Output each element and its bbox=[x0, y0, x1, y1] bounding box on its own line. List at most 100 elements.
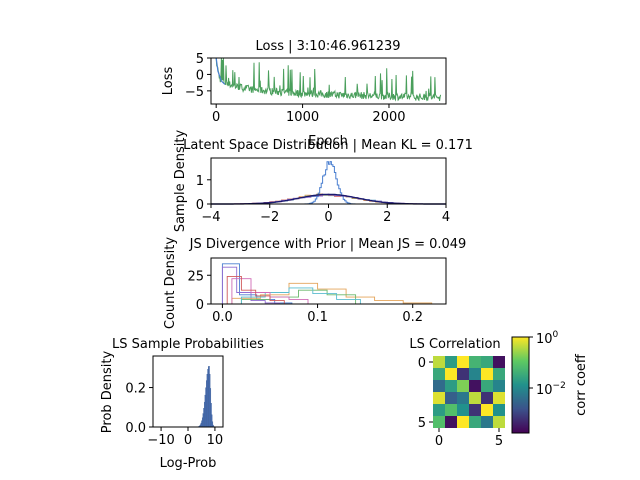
logprob-xtick-label: −10 bbox=[147, 433, 174, 448]
heatmap-cell bbox=[433, 380, 445, 392]
heatmap-cell bbox=[493, 380, 505, 392]
logprob-title: LS Sample Probabilities bbox=[112, 337, 264, 352]
heatmap-cell bbox=[493, 368, 505, 380]
heatmap-cell bbox=[469, 368, 481, 380]
heatmap-cell bbox=[493, 356, 505, 368]
js-histogram bbox=[221, 266, 280, 304]
heatmap-cell bbox=[481, 380, 493, 392]
latent-plot-area bbox=[211, 161, 446, 205]
heatmap-cell bbox=[445, 380, 457, 392]
js-panel: 0.0 0.1 0.2 0 25 JS Divergence with Prior | … bbox=[163, 237, 466, 329]
logprob-xtick-label: 10 bbox=[207, 433, 224, 448]
loss-title: Loss | 3:10:46.961239 bbox=[255, 39, 400, 54]
loss-xlabel: Epoch bbox=[308, 134, 348, 149]
heatmap-cell bbox=[481, 404, 493, 416]
heatmap-cell bbox=[445, 404, 457, 416]
latent-xtick-label: 4 bbox=[442, 210, 450, 225]
js-histogram bbox=[240, 289, 357, 304]
heatmap-ytick-label: 5 bbox=[418, 416, 426, 431]
colorbar-tick-top: 100 bbox=[536, 330, 559, 347]
heatmap-cell bbox=[469, 356, 481, 368]
js-xtick-label: 0.1 bbox=[307, 310, 328, 325]
latent-title: Latent Space Distribution | Mean KL = 0.… bbox=[183, 138, 473, 153]
heatmap-xtick-label: 5 bbox=[495, 434, 503, 449]
heatmap-cell bbox=[457, 416, 469, 428]
correlation-ticks: 0 505 bbox=[418, 356, 503, 449]
js-xtick-label: 0.0 bbox=[212, 310, 233, 325]
heatmap-cell bbox=[433, 416, 445, 428]
latent-panel: −4 −2 0 2 4 0 1 Latent Space Distribution | Me… bbox=[173, 130, 473, 233]
latent-sample-hist bbox=[211, 194, 446, 205]
latent-xtick-label: 2 bbox=[383, 210, 391, 225]
heatmap-cell bbox=[469, 404, 481, 416]
heatmap-cell bbox=[457, 404, 469, 416]
loss-xtick-label: 1000 bbox=[286, 110, 319, 125]
heatmap-cell bbox=[493, 416, 505, 428]
latent-narrow-hist bbox=[299, 161, 358, 205]
logprob-ytick-label: 0.0 bbox=[125, 421, 146, 436]
heatmap-cell bbox=[457, 380, 469, 392]
js-ytick-label: 25 bbox=[187, 269, 204, 284]
heatmap-cell bbox=[433, 356, 445, 368]
heatmap-cell bbox=[433, 404, 445, 416]
js-ticks: 0.0 0.1 0.2 0 25 bbox=[187, 269, 423, 325]
js-histogram bbox=[240, 287, 361, 304]
heatmap-xtick-label: 0 bbox=[435, 434, 443, 449]
latent-ticks: −4 −2 0 2 4 0 1 bbox=[196, 174, 450, 225]
logprob-frame bbox=[152, 355, 224, 428]
latent-xtick-label: −4 bbox=[201, 210, 220, 225]
logprob-plot-area bbox=[198, 366, 215, 428]
latent-ylabel: Sample Density bbox=[173, 130, 188, 233]
latent-ytick-label: 0 bbox=[196, 198, 204, 213]
heatmap-cell bbox=[433, 392, 445, 404]
loss-ylabel: Loss bbox=[161, 67, 176, 96]
heatmap-ytick-label: 0 bbox=[418, 356, 426, 371]
heatmap-cell bbox=[445, 356, 457, 368]
heatmap-cell bbox=[469, 380, 481, 392]
loss-initial-line bbox=[215, 57, 226, 85]
js-plot-area bbox=[221, 263, 433, 304]
colorbar-tick-mid: 10−2 bbox=[536, 381, 566, 398]
heatmap-cell bbox=[493, 392, 505, 404]
loss-ytick-label: 0 bbox=[196, 68, 204, 83]
latent-frame bbox=[210, 157, 447, 205]
js-title: JS Divergence with Prior | Mean JS = 0.0… bbox=[189, 237, 467, 252]
heatmap-cell bbox=[445, 416, 457, 428]
loss-series-line bbox=[215, 57, 442, 102]
heatmap-cell bbox=[457, 392, 469, 404]
heatmap-cell bbox=[481, 416, 493, 428]
js-ytick-label: 0 bbox=[196, 298, 204, 313]
heatmap-cell bbox=[457, 356, 469, 368]
logprob-ylabel: Prob Density bbox=[100, 350, 115, 433]
loss-xtick-label: 0 bbox=[212, 110, 220, 125]
correlation-panel: LS Correlation 0 505 100 10−2 corr coeff bbox=[409, 330, 589, 449]
heatmap-cell bbox=[445, 368, 457, 380]
heatmap-cell bbox=[457, 368, 469, 380]
logprob-panel: LS Sample Probabilities −10 0 10 0.0 0.2 Log… bbox=[100, 337, 264, 471]
heatmap-cell bbox=[493, 404, 505, 416]
latent-sample-hist bbox=[211, 194, 446, 205]
heatmap-cell bbox=[481, 356, 493, 368]
loss-frame bbox=[210, 57, 447, 105]
heatmap-cell bbox=[469, 416, 481, 428]
latent-ytick-label: 1 bbox=[196, 174, 204, 189]
js-xtick-label: 0.2 bbox=[402, 310, 423, 325]
heatmap-cell bbox=[481, 368, 493, 380]
correlation-title: LS Correlation bbox=[409, 337, 500, 352]
heatmap-cell bbox=[469, 392, 481, 404]
loss-plot-area bbox=[215, 57, 442, 102]
loss-ytick-label: −5 bbox=[185, 85, 204, 100]
latent-xtick-label: −2 bbox=[260, 210, 279, 225]
correlation-heatmap bbox=[433, 356, 505, 428]
heatmap-cell bbox=[445, 392, 457, 404]
logprob-xlabel: Log-Prob bbox=[160, 456, 217, 471]
js-histogram bbox=[231, 282, 433, 304]
logprob-ytick-label: 0.2 bbox=[125, 382, 146, 397]
js-histogram bbox=[226, 275, 285, 304]
loss-xtick-label: 2000 bbox=[372, 110, 405, 125]
js-frame bbox=[210, 257, 447, 305]
colorbar-label: corr coeff bbox=[574, 353, 589, 416]
heatmap-cell bbox=[481, 392, 493, 404]
